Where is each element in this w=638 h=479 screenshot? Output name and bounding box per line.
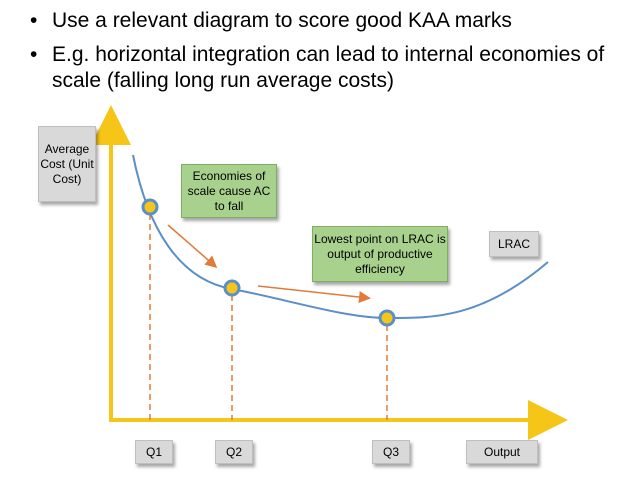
point-q2	[223, 279, 241, 297]
bullet-1: Use a relevant diagram to score good KAA…	[30, 8, 630, 34]
lrac-curve	[132, 154, 549, 320]
bullet-2: E.g. horizontal integration can lead to …	[30, 42, 630, 94]
lrac-label: LRAC	[489, 231, 539, 257]
q2-label: Q2	[215, 440, 253, 464]
bullet-list: Use a relevant diagram to score good KAA…	[30, 8, 630, 102]
point-q3	[378, 309, 396, 327]
callout-productive-efficiency: Lowest point on LRAC is output of produc…	[312, 226, 448, 282]
q1-label: Q1	[135, 440, 173, 464]
x-axis-label: Output	[466, 440, 538, 464]
q3-label: Q3	[372, 440, 410, 464]
callout-economies-of-scale: Economies of scale cause AC to fall	[181, 164, 277, 218]
y-axis-label: Average Cost (Unit Cost)	[38, 126, 96, 202]
arrow-q2-q3	[257, 285, 371, 303]
arrow-down-q1-q2	[167, 224, 218, 268]
point-q1	[141, 198, 159, 216]
